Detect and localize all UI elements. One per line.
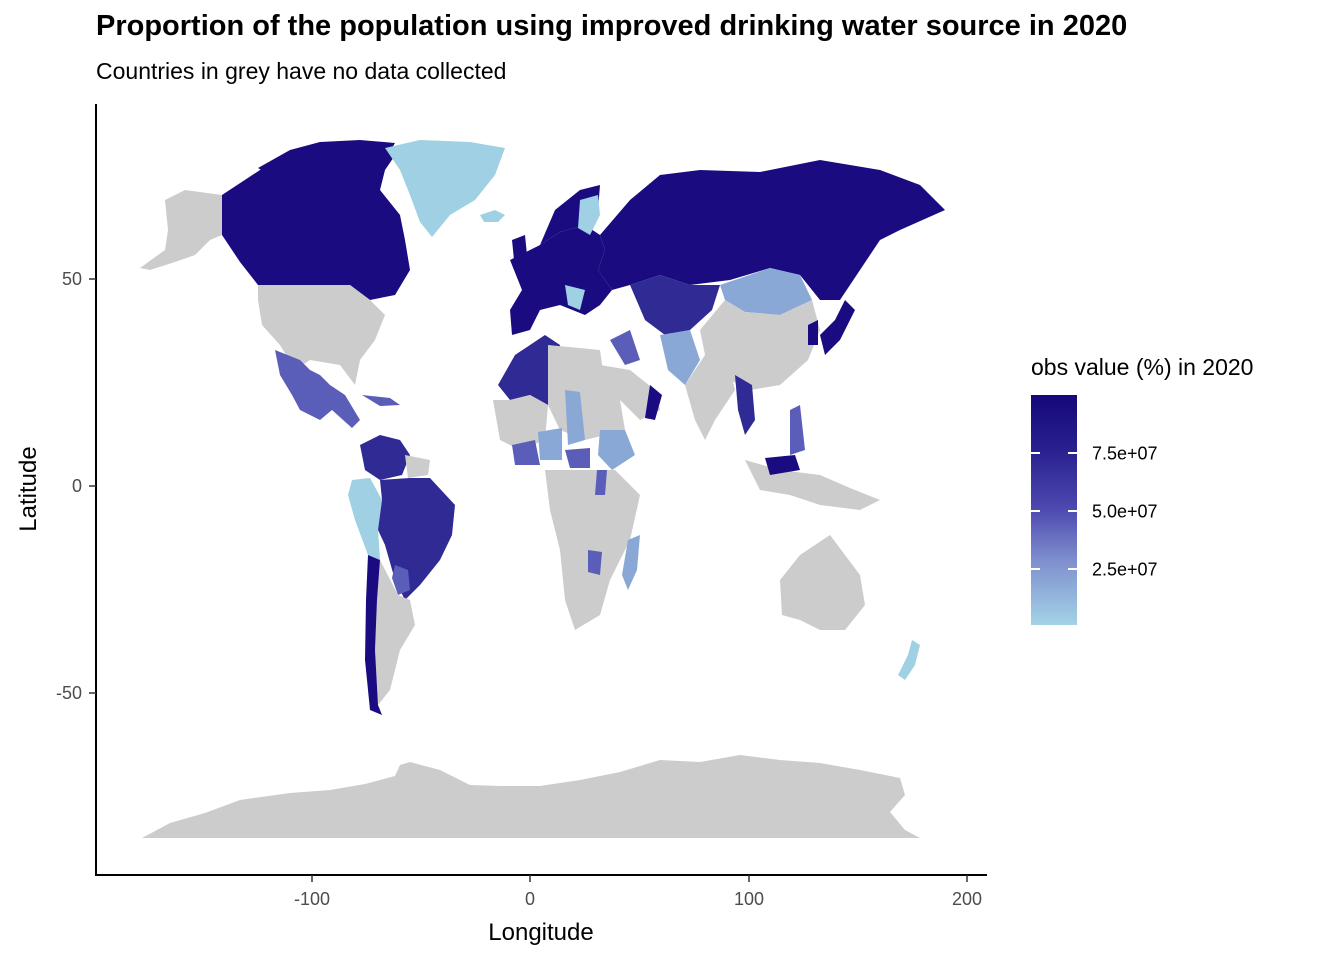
region-new-zealand (898, 640, 920, 680)
region-japan (820, 300, 855, 355)
x-ticks (311, 875, 968, 882)
legend-label: 5.0e+07 (1092, 501, 1158, 522)
x-axis-title: Longitude (488, 919, 593, 946)
region-iran (610, 330, 640, 365)
region-mongolia (720, 268, 812, 315)
region-tanzania (595, 470, 607, 495)
region-zimbabwe (588, 550, 602, 575)
region-mexico (275, 350, 360, 428)
x-tick-label: 0 (525, 889, 535, 909)
region-madagascar (622, 535, 640, 590)
region-china (700, 300, 820, 390)
region-se-asia (735, 375, 755, 435)
x-tick-label: 100 (734, 889, 764, 909)
region-alaska (140, 190, 222, 270)
y-tick-label: -50 (56, 683, 82, 703)
region-argentina (375, 560, 415, 705)
region-iceland (480, 210, 505, 222)
region-north-south-america (360, 435, 410, 480)
region-sahel (565, 390, 585, 445)
y-tick-label: 50 (62, 269, 82, 289)
region-india (685, 355, 735, 440)
region-caribbean (362, 395, 400, 406)
region-australia (780, 535, 865, 630)
legend-label: 7.5e+07 (1092, 443, 1158, 464)
region-guianas (405, 455, 430, 478)
region-oman (645, 385, 662, 420)
y-tick-label: 0 (72, 476, 82, 496)
region-canada (222, 142, 410, 300)
chart-subtitle: Countries in grey have no data collected (96, 58, 507, 84)
region-ethiopia (598, 430, 635, 470)
y-ticks (89, 278, 96, 694)
legend-label: 2.5e+07 (1092, 559, 1158, 580)
region-central-africa (545, 470, 640, 630)
region-philippines (790, 405, 805, 455)
region-peru (348, 478, 382, 560)
region-west-africa (493, 395, 548, 450)
region-malaysia (765, 455, 800, 475)
region-chad (538, 428, 562, 460)
region-korea (808, 320, 818, 345)
region-north-africa (498, 335, 560, 405)
region-finland (578, 195, 600, 235)
x-tick-label: -100 (294, 889, 330, 909)
region-indonesia (745, 460, 880, 510)
region-russia (598, 160, 945, 300)
region-paraguay (392, 565, 410, 595)
region-pakistan (660, 330, 700, 385)
region-nigeria (512, 440, 540, 465)
region-central-asia (630, 275, 720, 335)
region-arctic-islands (258, 140, 395, 178)
region-arabia (600, 365, 660, 420)
region-europe (510, 225, 612, 335)
y-axis-title: Latitude (15, 446, 42, 531)
chart-title: Proportion of the population using impro… (96, 10, 1128, 42)
region-uk (512, 235, 528, 270)
region-antarctica (142, 755, 920, 838)
region-greenland (385, 140, 505, 237)
region-balkans (565, 285, 585, 310)
region-chile (365, 555, 382, 715)
legend-title: obs value (%) in 2020 (1031, 354, 1254, 380)
region-usa (258, 285, 385, 385)
x-tick-label: 200 (952, 889, 982, 909)
region-sudan (565, 448, 590, 468)
